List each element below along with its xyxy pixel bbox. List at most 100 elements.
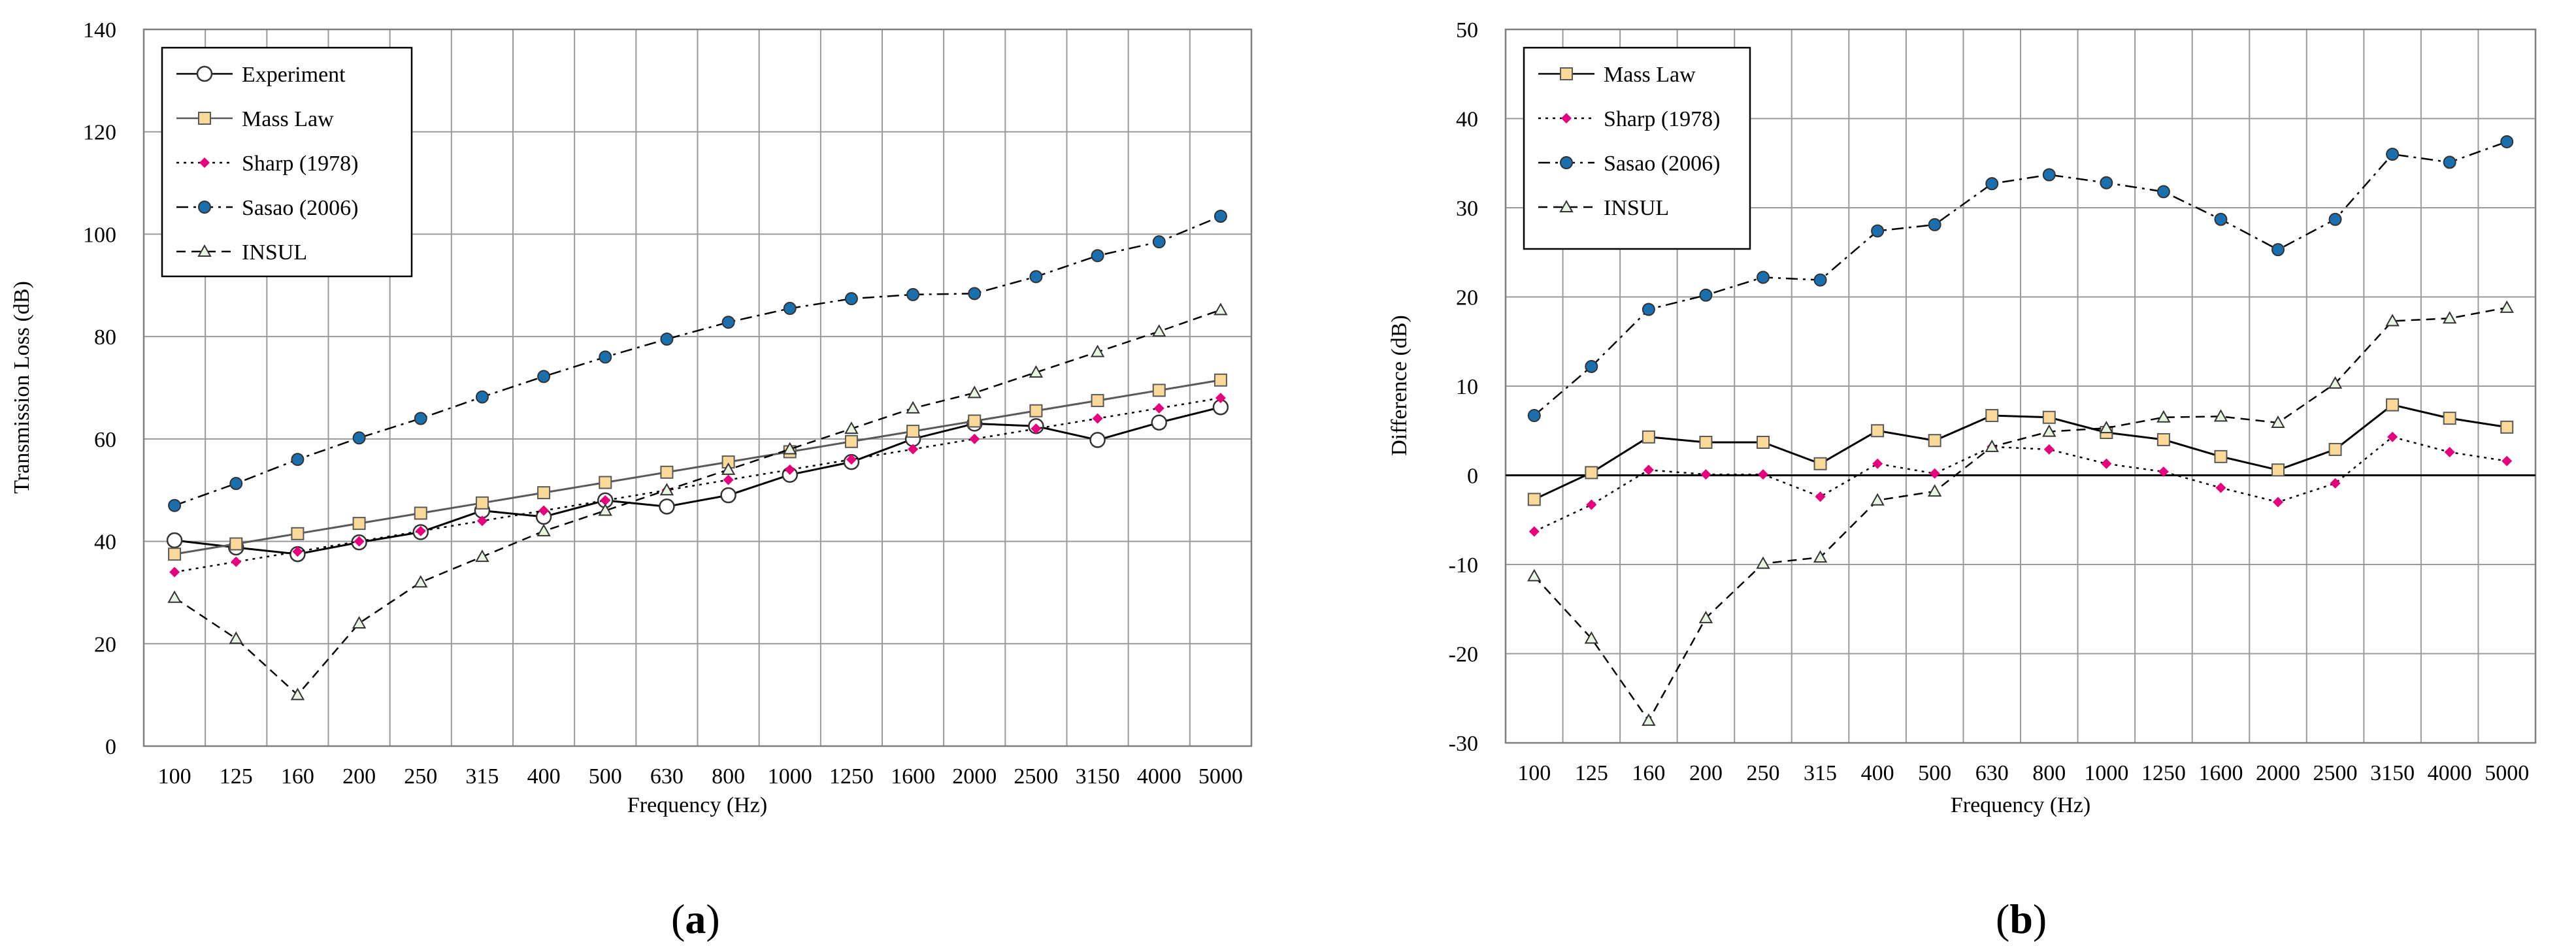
legend: Experiment Mass Law Sharp (1978) Sasao (200… xyxy=(161,46,413,278)
x-tick-label: 3150 xyxy=(1076,764,1120,789)
data-point xyxy=(2502,455,2513,466)
data-point xyxy=(1871,424,1885,438)
x-tick-label: 250 xyxy=(1747,761,1780,785)
data-point xyxy=(1152,235,1166,249)
data-point xyxy=(968,287,982,301)
data-point xyxy=(2500,300,2514,313)
legend-label: Sasao (2006) xyxy=(242,196,358,220)
data-point xyxy=(2271,415,2285,428)
y-axis-title: Transmission Loss (dB) xyxy=(10,281,34,494)
y-tick-label: 30 xyxy=(1456,197,1478,221)
data-point xyxy=(2214,449,2228,463)
data-point xyxy=(2099,421,2114,434)
data-point xyxy=(720,487,736,504)
x-axis-title: Frequency (Hz) xyxy=(627,793,767,817)
data-point xyxy=(1643,465,1654,476)
data-point xyxy=(1813,550,1828,563)
data-point xyxy=(659,499,675,515)
x-tick-label: 1000 xyxy=(2084,761,2128,785)
legend-marker xyxy=(1559,199,1574,212)
series-sharp-1978 xyxy=(169,393,1226,578)
x-tick-label: 500 xyxy=(1918,761,1951,785)
x-tick-label: 400 xyxy=(1861,761,1894,785)
panel-label-letter: a xyxy=(685,896,706,942)
y-tick-label: -10 xyxy=(1449,553,1478,578)
data-point xyxy=(1698,610,1713,623)
data-point xyxy=(1527,409,1541,423)
x-tick-label: 5000 xyxy=(2485,761,2529,785)
data-point xyxy=(1642,430,1655,444)
data-point xyxy=(659,483,674,496)
x-tick-label: 1250 xyxy=(2141,761,2186,785)
data-point xyxy=(1928,218,1941,231)
data-point xyxy=(1642,302,1655,316)
data-point xyxy=(1699,288,1713,302)
data-point xyxy=(968,414,982,428)
x-tick-label: 800 xyxy=(712,764,745,789)
data-point xyxy=(2042,410,2056,424)
legend-label: Mass Law xyxy=(242,107,334,131)
data-point xyxy=(599,350,612,364)
data-point xyxy=(846,454,857,465)
y-tick-label: 60 xyxy=(94,428,116,452)
data-point xyxy=(166,532,183,549)
data-point xyxy=(1031,423,1042,434)
legend: Mass Law Sharp (1978) Sasao (2006) INSUL xyxy=(1523,46,1751,250)
y-tick-label: 120 xyxy=(83,121,116,145)
data-point xyxy=(2328,442,2342,456)
data-point xyxy=(2443,155,2456,169)
y-tick-label: 80 xyxy=(94,325,116,350)
data-point xyxy=(2386,148,2400,161)
y-tick-label: 100 xyxy=(83,223,116,247)
data-point xyxy=(2214,212,2228,226)
series-mass-law xyxy=(168,373,1227,561)
data-point xyxy=(2043,444,2055,455)
data-point xyxy=(352,517,366,531)
y-tick-label: -20 xyxy=(1449,643,1478,667)
legend-label: INSUL xyxy=(242,240,307,265)
data-point xyxy=(1758,469,1768,480)
series-line xyxy=(1534,404,2507,500)
x-tick-label: 800 xyxy=(2032,761,2066,785)
data-point xyxy=(414,575,428,588)
y-tick-label: -30 xyxy=(1449,732,1478,756)
data-point xyxy=(2443,412,2456,425)
data-point xyxy=(291,527,305,540)
x-tick-label: 315 xyxy=(465,764,499,789)
data-point xyxy=(844,421,859,434)
data-point xyxy=(721,462,736,475)
data-point xyxy=(475,390,489,404)
data-point xyxy=(1929,468,1940,479)
data-point xyxy=(1985,409,1999,423)
legend-label: Mass Law xyxy=(1604,63,1696,87)
x-tick-label: 200 xyxy=(342,764,376,789)
data-point xyxy=(1153,402,1164,414)
data-point xyxy=(2385,314,2400,327)
data-point xyxy=(2042,168,2056,182)
data-point xyxy=(414,506,427,520)
data-point xyxy=(537,486,551,500)
panel-label-close: ) xyxy=(706,896,719,942)
data-point xyxy=(1092,413,1103,424)
series-line xyxy=(174,309,1221,696)
x-tick-label: 250 xyxy=(404,764,437,789)
data-point xyxy=(783,442,797,455)
data-point xyxy=(2156,410,2171,423)
x-tick-label: 2500 xyxy=(1014,764,1058,789)
plot-area xyxy=(142,28,1253,747)
legend-label: Sasao (2006) xyxy=(1604,152,1720,176)
data-point xyxy=(169,566,180,578)
data-point xyxy=(2100,176,2113,189)
data-point xyxy=(1029,270,1043,284)
legend-marker xyxy=(199,157,210,168)
legend-marker xyxy=(198,112,211,125)
panel-label-open: ( xyxy=(1996,896,2009,942)
x-tick-label: 200 xyxy=(1689,761,1723,785)
chart-a: 0 20 40 60 80 100 120 140 100 125 160 200 250 315 400 5… xyxy=(10,18,1253,942)
series-sasao-2006 xyxy=(1527,135,2514,423)
data-point xyxy=(1699,435,1713,449)
data-point xyxy=(352,615,367,629)
data-point xyxy=(1813,273,1827,287)
plot-area xyxy=(1504,28,2537,744)
data-point xyxy=(291,453,305,466)
